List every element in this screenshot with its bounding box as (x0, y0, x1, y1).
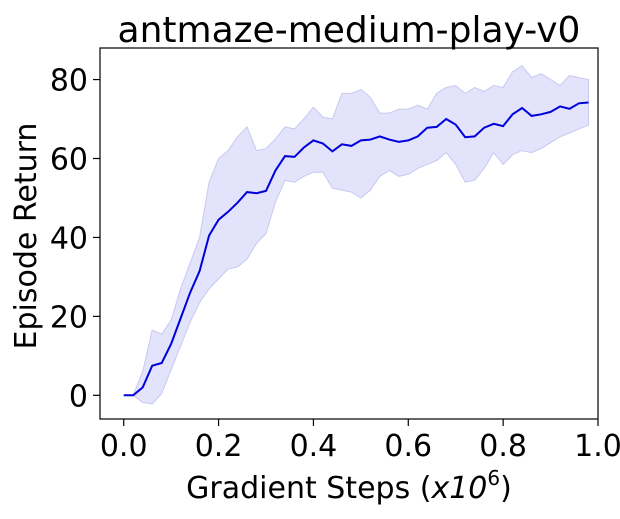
confidence-band (123, 65, 589, 405)
x-tick-label: 0.4 (290, 429, 338, 464)
y-axis-label: Episode Return (9, 123, 44, 350)
x-tick-label: 0.8 (479, 429, 527, 464)
plot-area (99, 47, 599, 420)
y-axis: 0 20 40 60 80 (50, 64, 100, 414)
y-tick-label: 40 (50, 221, 88, 256)
chart-title: antmaze-medium-play-v0 (118, 10, 581, 51)
x-axis-label: Gradient Steps (x106) (186, 466, 512, 506)
y-tick-label: 80 (50, 64, 88, 99)
x-tick-label: 0.6 (384, 429, 432, 464)
y-tick-label: 20 (50, 300, 88, 335)
x-tick-label: 0.2 (195, 429, 243, 464)
x-axis-label-suffix: ) (500, 471, 512, 506)
y-tick-label: 0 (69, 379, 88, 414)
x-axis-label-exponent: 6 (487, 466, 500, 490)
x-tick-label: 0.0 (100, 429, 148, 464)
y-tick-label: 60 (50, 143, 88, 178)
x-axis-label-prefix: Gradient Steps ( (186, 471, 431, 506)
mean-line (123, 101, 589, 397)
plot-frame (99, 47, 599, 420)
x-axis-label-variable: x10 (430, 471, 487, 506)
x-axis: 0.0 0.2 0.4 0.6 0.8 1.0 (100, 419, 620, 464)
x-tick-label: 1.0 (574, 429, 620, 464)
